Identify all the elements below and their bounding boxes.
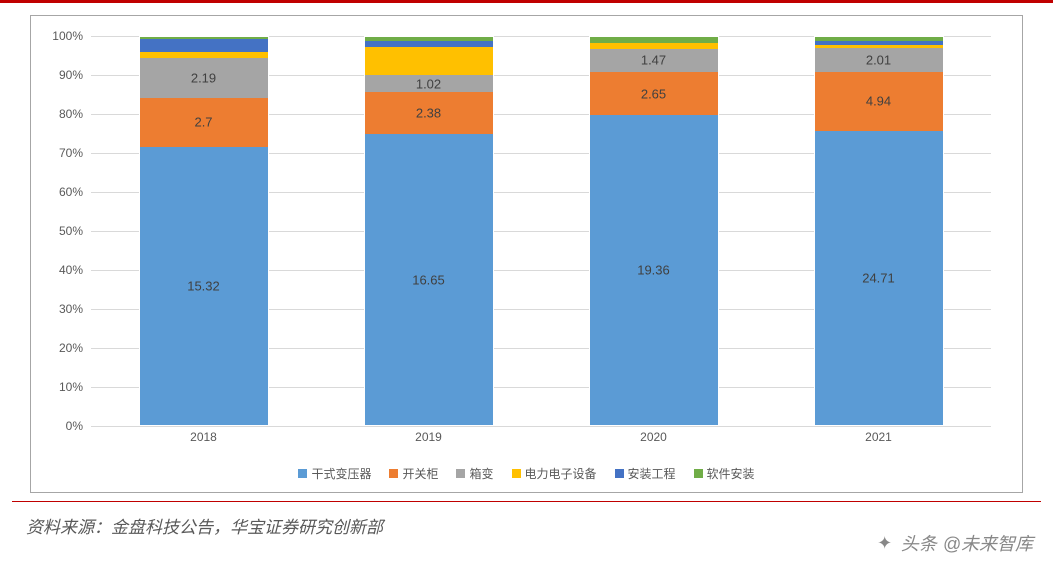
x-tick-label: 2020: [589, 430, 719, 444]
data-label: 2.65: [641, 86, 666, 101]
segment-软件安装: [815, 37, 943, 41]
gridline: [91, 426, 991, 427]
y-tick-label: 0%: [66, 419, 91, 433]
segment-干式变压器: 19.36: [590, 115, 718, 425]
y-tick-label: 100%: [52, 29, 91, 43]
data-label: 2.38: [416, 106, 441, 121]
y-tick-label: 10%: [59, 380, 91, 394]
y-tick-label: 90%: [59, 68, 91, 82]
segment-安装工程: [140, 39, 268, 52]
bar-2021: 24.71 4.94 2.01: [814, 36, 944, 426]
data-label: 2.7: [194, 115, 212, 130]
y-tick-label: 50%: [59, 224, 91, 238]
watermark-prefix: 头条: [901, 530, 937, 556]
x-tick-label: 2019: [364, 430, 494, 444]
segment-电力电子设备: [815, 45, 943, 47]
data-label: 1.47: [641, 53, 666, 68]
legend-item: 箱变: [456, 465, 493, 482]
legend-swatch: [389, 469, 398, 478]
segment-箱变: 1.47: [590, 49, 718, 73]
data-label: 1.02: [416, 76, 441, 91]
legend-item: 软件安装: [694, 465, 755, 482]
data-label: 2.01: [866, 52, 891, 67]
figure-container: 0% 10% 20% 30% 40% 50% 60% 70% 80% 90% 100% 15.32 2.…: [0, 0, 1053, 564]
legend-label: 安装工程: [628, 465, 676, 482]
y-tick-label: 40%: [59, 263, 91, 277]
legend-item: 干式变压器: [298, 465, 371, 482]
plot-area: 0%10%20%30%40%50%60%70%80%90%100%15.322.…: [91, 36, 991, 426]
y-tick-label: 20%: [59, 341, 91, 355]
data-label: 16.65: [412, 272, 445, 287]
segment-电力电子设备: [365, 47, 493, 75]
legend-item: 开关柜: [389, 465, 438, 482]
bar-2018: 15.32 2.7 2.19: [139, 36, 269, 426]
x-axis-labels: 2018 2019 2020 2021: [91, 430, 991, 444]
data-label: 2.19: [191, 70, 216, 85]
segment-箱变: 2.01: [815, 48, 943, 72]
segment-开关柜: 2.38: [365, 92, 493, 134]
segment-干式变压器: 16.65: [365, 134, 493, 425]
legend-item: 电力电子设备: [512, 465, 597, 482]
legend-label: 干式变压器: [311, 465, 371, 482]
divider-rule: [12, 501, 1041, 502]
bar-2019: 16.65 2.38 1.02: [364, 36, 494, 426]
legend-swatch: [694, 469, 703, 478]
legend-swatch: [512, 469, 521, 478]
segment-开关柜: 4.94: [815, 72, 943, 131]
bars-group: 15.32 2.7 2.19 16.65 2.38 1.02 19.36 2.65 1.47 24…: [91, 36, 991, 426]
segment-安装工程: [815, 41, 943, 46]
chart-box: 0% 10% 20% 30% 40% 50% 60% 70% 80% 90% 100% 15.32 2.…: [30, 15, 1023, 493]
x-tick-label: 2021: [814, 430, 944, 444]
segment-箱变: 2.19: [140, 58, 268, 98]
segment-干式变压器: 15.32: [140, 147, 268, 425]
y-tick-label: 30%: [59, 302, 91, 316]
watermark-handle: @未来智库: [943, 530, 1033, 556]
segment-电力电子设备: [140, 52, 268, 58]
segment-电力电子设备: [590, 43, 718, 48]
data-label: 24.71: [862, 270, 895, 285]
legend-item: 安装工程: [615, 465, 676, 482]
bar-2020: 19.36 2.65 1.47: [589, 36, 719, 426]
legend-swatch: [298, 469, 307, 478]
legend-swatch: [615, 469, 624, 478]
segment-软件安装: [365, 37, 493, 40]
segment-开关柜: 2.65: [590, 72, 718, 114]
segment-软件安装: [590, 37, 718, 43]
segment-软件安装: [140, 37, 268, 39]
segment-箱变: 1.02: [365, 75, 493, 93]
legend-label: 开关柜: [402, 465, 438, 482]
data-label: 15.32: [187, 278, 220, 293]
source-line: 资料来源：金盘科技公告，华宝证券研究创新部: [26, 513, 383, 538]
segment-干式变压器: 24.71: [815, 131, 943, 425]
data-label: 4.94: [866, 94, 891, 109]
legend-label: 电力电子设备: [525, 465, 597, 482]
legend: 干式变压器 开关柜 箱变 电力电子设备 安装工程 软件安装: [31, 465, 1022, 482]
x-tick-label: 2018: [139, 430, 269, 444]
y-tick-label: 80%: [59, 107, 91, 121]
y-tick-label: 70%: [59, 146, 91, 160]
watermark: ✦ 头条 @未来智库: [875, 530, 1033, 556]
y-tick-label: 60%: [59, 185, 91, 199]
legend-label: 箱变: [469, 465, 493, 482]
data-label: 19.36: [637, 262, 670, 277]
segment-安装工程: [365, 41, 493, 47]
legend-label: 软件安装: [707, 465, 755, 482]
toutiao-icon: ✦: [875, 533, 895, 553]
segment-开关柜: 2.7: [140, 98, 268, 147]
legend-swatch: [456, 469, 465, 478]
